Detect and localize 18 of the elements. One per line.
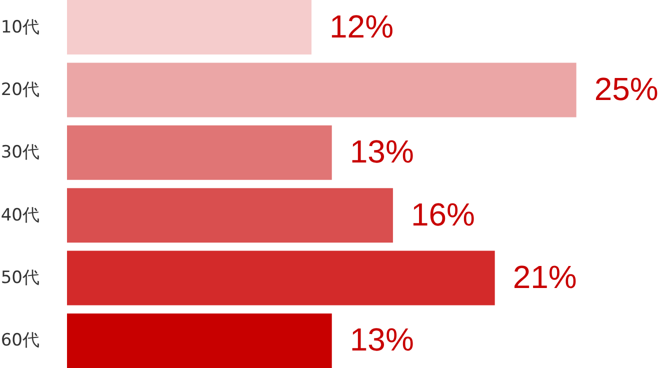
y-tick-label: 10代 bbox=[0, 17, 40, 38]
data-label: 13% bbox=[350, 322, 414, 358]
y-tick-label: 60代 bbox=[0, 330, 40, 351]
data-label: 25% bbox=[594, 70, 658, 107]
bar bbox=[67, 188, 393, 243]
bar bbox=[67, 250, 495, 306]
bar bbox=[67, 125, 332, 180]
data-label: 13% bbox=[350, 134, 414, 170]
y-tick-label: 20代 bbox=[0, 80, 40, 100]
y-tick-label: 40代 bbox=[0, 205, 40, 226]
y-tick-label: 30代 bbox=[0, 142, 40, 163]
data-label: 21% bbox=[512, 259, 577, 296]
data-label: 16% bbox=[410, 196, 476, 232]
data-label: 12% bbox=[329, 8, 394, 44]
bar bbox=[67, 0, 312, 55]
bar bbox=[67, 62, 576, 118]
bar bbox=[67, 313, 332, 368]
y-tick-label: 50代 bbox=[0, 268, 40, 288]
